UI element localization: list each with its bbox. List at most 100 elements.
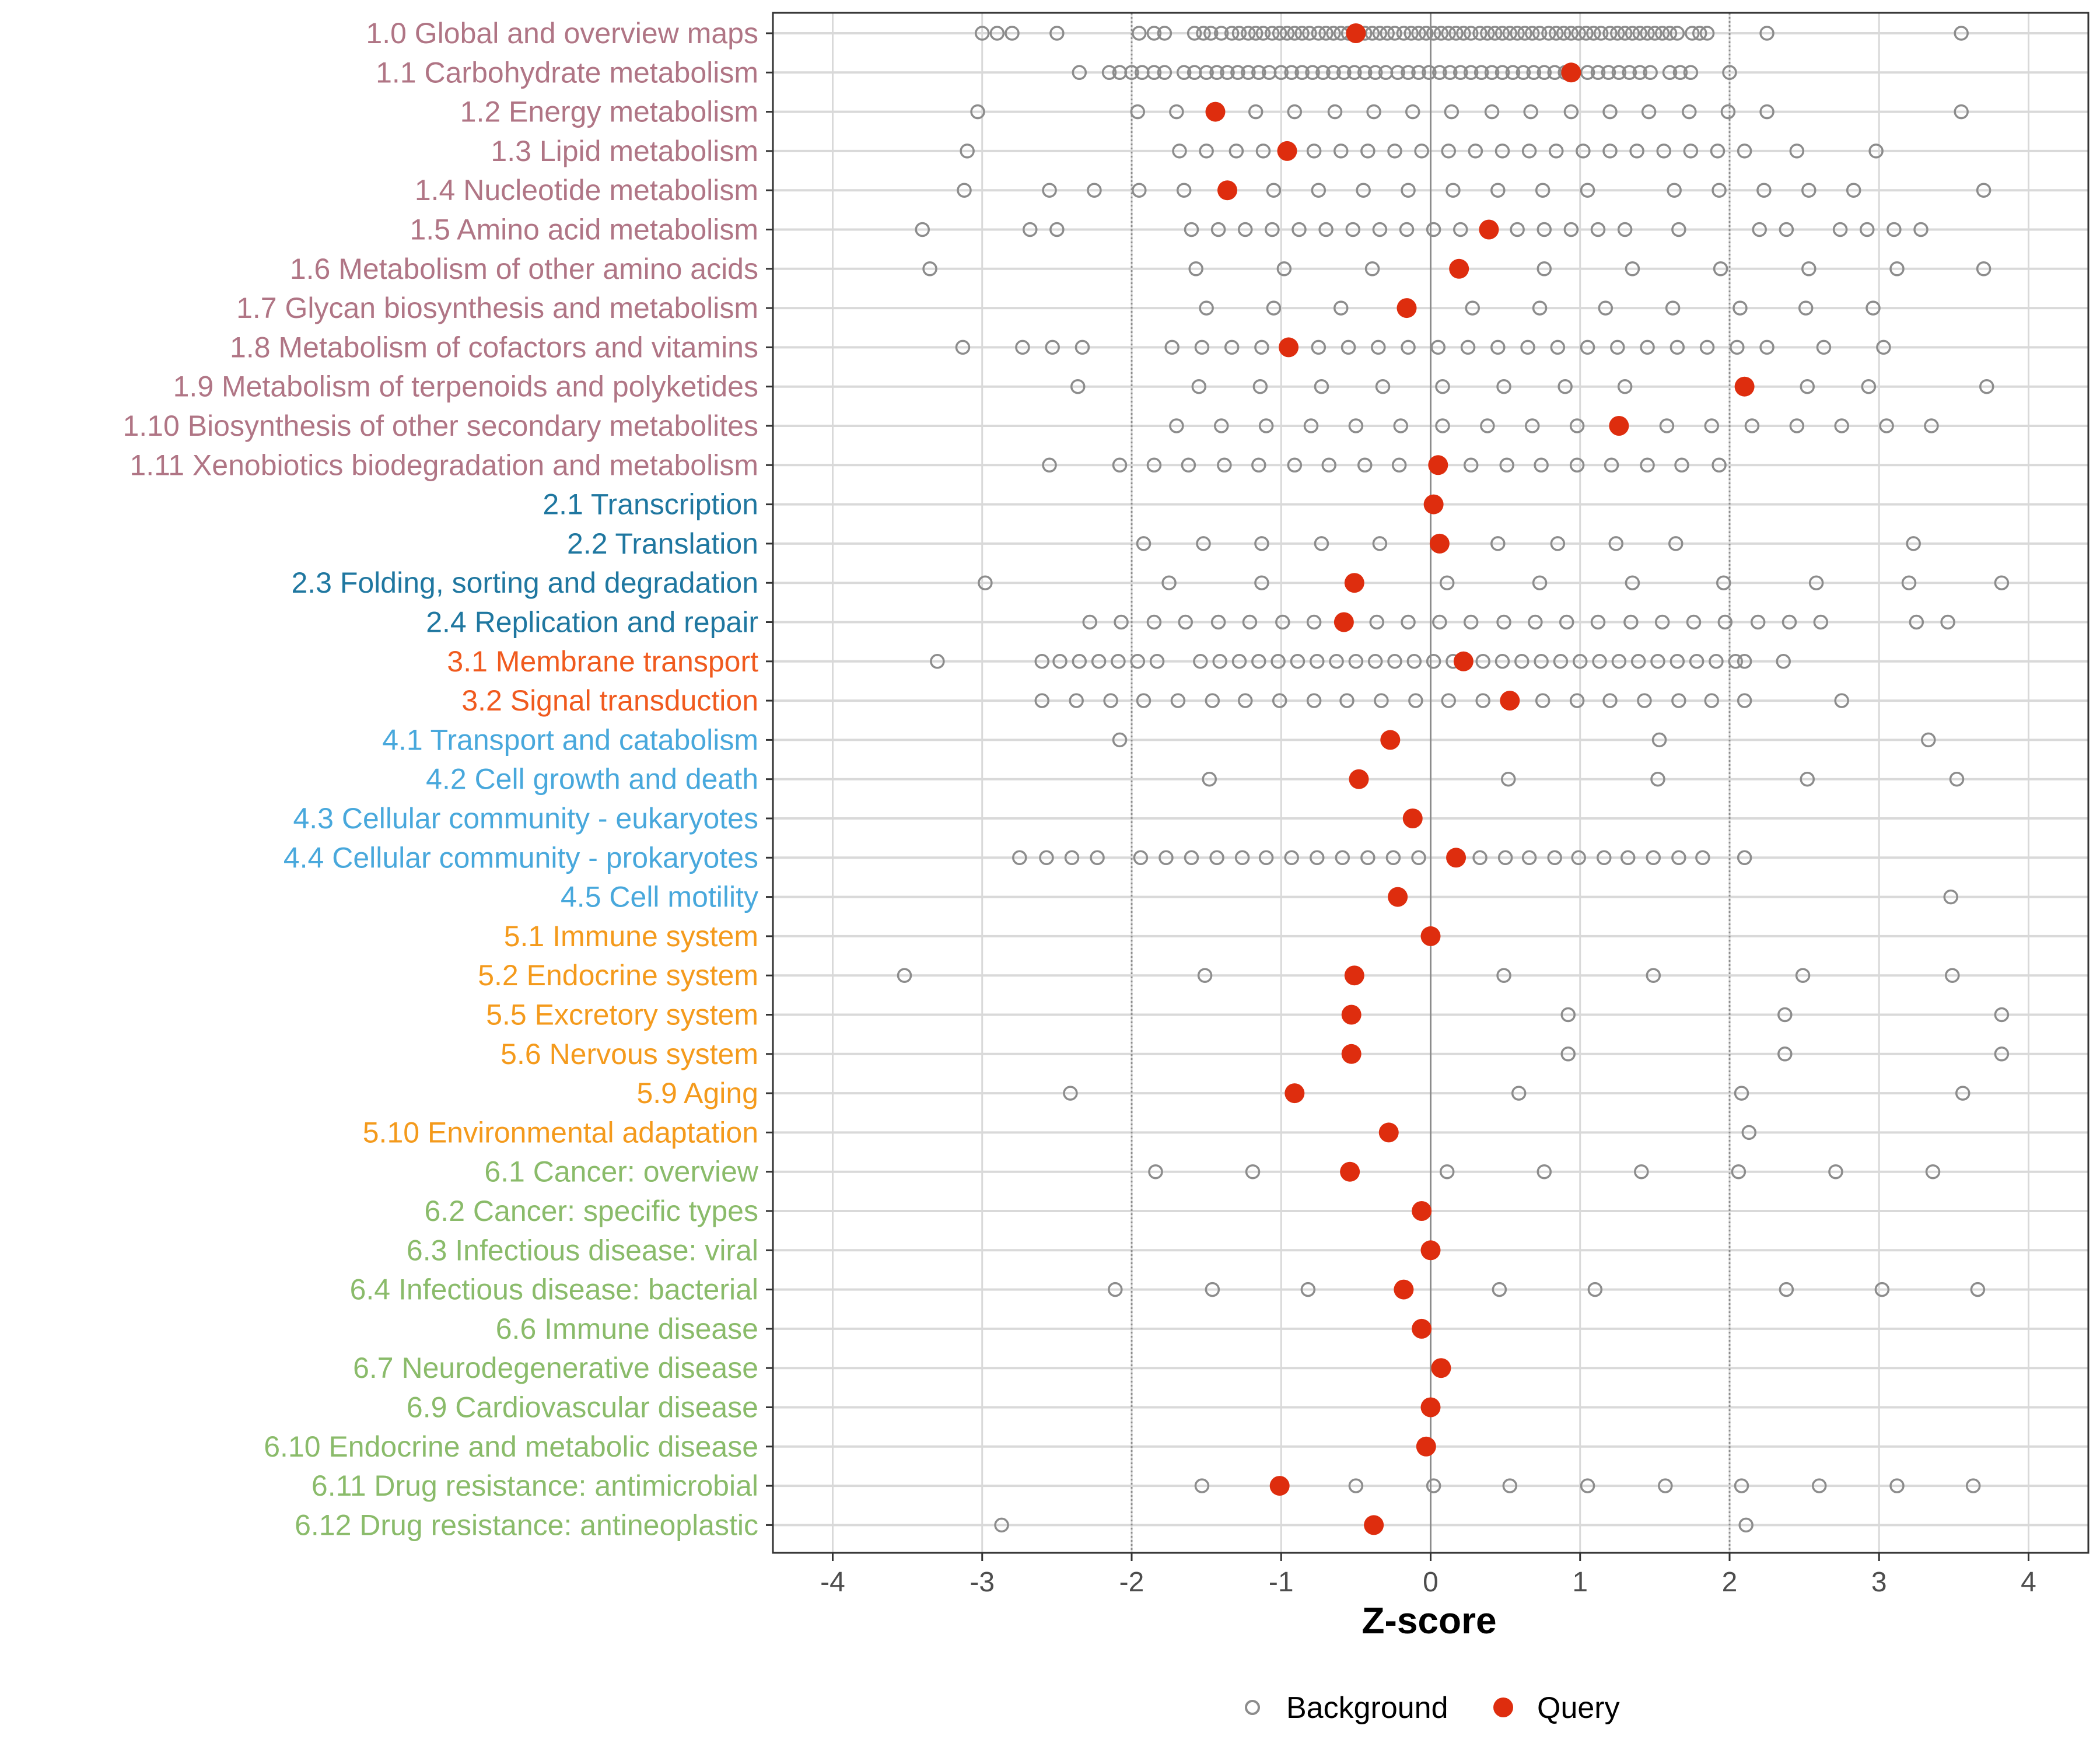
background-point [1590, 222, 1606, 237]
background-point [1276, 261, 1292, 276]
background-point [1602, 104, 1618, 120]
background-point [1023, 222, 1038, 237]
background-point [1759, 340, 1774, 355]
background-point [1662, 26, 1678, 41]
category-label: 6.11 Drug resistance: antimicrobial [312, 1469, 758, 1502]
background-point [1490, 536, 1506, 551]
background-point [1801, 261, 1817, 276]
background-point [1553, 654, 1569, 669]
background-point [1318, 222, 1334, 237]
category-label: 1.2 Energy metabolism [460, 96, 758, 128]
category-label: 6.4 Infectious disease: bacterial [350, 1273, 758, 1306]
query-point [1394, 1279, 1414, 1300]
background-point [1496, 614, 1511, 630]
background-point [1646, 968, 1661, 983]
category-label: 5.2 Endocrine system [478, 959, 758, 992]
background-point [1063, 1086, 1078, 1101]
category-label: 2.4 Replication and repair [426, 606, 758, 639]
background-point [1178, 614, 1193, 630]
background-point [1169, 104, 1184, 120]
background-point [1196, 26, 1211, 41]
background-point [1563, 26, 1579, 41]
background-point [1042, 183, 1057, 198]
background-point [1360, 144, 1376, 159]
background-point [1547, 850, 1562, 866]
category-label: 6.12 Drug resistance: antineoplastic [295, 1508, 758, 1541]
background-point [1889, 1478, 1905, 1493]
background-point [1563, 104, 1579, 120]
background-point [1404, 26, 1419, 41]
category-label: 2.3 Folding, sorting and degradation [291, 566, 758, 599]
x-tick-label: 4 [2021, 1567, 2036, 1598]
legend-background-label: Background [1286, 1691, 1448, 1725]
background-point [1556, 26, 1572, 41]
category-label: 1.4 Nucleotide metabolism [415, 174, 758, 206]
background-point [1214, 418, 1229, 433]
category-label: 5.1 Immune system [504, 920, 758, 953]
background-point [1426, 26, 1441, 41]
background-point [1580, 1478, 1595, 1493]
background-point [1372, 536, 1388, 551]
background-point [1516, 65, 1531, 80]
background-point [1468, 144, 1483, 159]
background-point [1224, 26, 1240, 41]
background-point [1157, 65, 1172, 80]
background-point [1272, 26, 1287, 41]
background-point [1364, 26, 1380, 41]
background-point [1199, 300, 1214, 316]
background-point [1303, 418, 1319, 433]
background-point [1654, 26, 1670, 41]
background-point [1241, 26, 1256, 41]
background-point [1717, 614, 1733, 630]
background-point [1367, 654, 1383, 669]
background-point [1521, 144, 1537, 159]
legend-query-label: Query [1537, 1691, 1620, 1725]
query-point [1734, 376, 1755, 397]
query-point [1388, 887, 1408, 907]
background-point [1238, 693, 1253, 708]
background-point [1536, 65, 1552, 80]
background-point [1209, 65, 1224, 80]
background-point [1170, 693, 1186, 708]
background-point [1658, 1478, 1673, 1493]
background-point [1496, 379, 1511, 394]
background-point [1380, 26, 1395, 41]
background-point [1532, 575, 1548, 590]
background-point [1339, 693, 1354, 708]
background-point [1146, 457, 1162, 473]
category-label: 1.6 Metabolism of other amino acids [290, 253, 758, 285]
x-tick-label: 0 [1423, 1567, 1438, 1598]
background-point [1611, 654, 1627, 669]
category-label: 4.4 Cellular community - prokaryotes [284, 841, 758, 874]
background-point [1866, 300, 1881, 316]
query-point [1346, 23, 1366, 43]
background-point [1622, 65, 1637, 80]
background-point [1181, 457, 1196, 473]
x-axis-title: Z-score [1362, 1600, 1496, 1642]
background-point [1356, 183, 1371, 198]
background-point [1210, 222, 1226, 237]
background-point [1314, 379, 1329, 394]
background-point [1224, 340, 1240, 355]
category-label: 4.2 Cell growth and death [426, 763, 758, 796]
x-tick-label: -4 [820, 1567, 845, 1598]
background-point [1408, 693, 1423, 708]
background-point [1490, 340, 1506, 355]
background-point [1502, 26, 1518, 41]
background-point [1610, 340, 1625, 355]
background-point [1387, 26, 1402, 41]
background-point [1460, 340, 1476, 355]
background-point [1255, 144, 1271, 159]
background-point [1463, 614, 1479, 630]
background-point [1752, 222, 1767, 237]
background-point [1494, 26, 1510, 41]
background-point [1876, 340, 1891, 355]
background-point [1265, 222, 1280, 237]
background-point [1625, 26, 1640, 41]
category-label: 5.6 Nervous system [501, 1038, 758, 1070]
x-tick-label: 3 [1871, 1567, 1887, 1598]
background-point [1699, 340, 1715, 355]
background-point [1251, 654, 1266, 669]
background-point [1360, 850, 1376, 866]
background-point [1463, 65, 1479, 80]
